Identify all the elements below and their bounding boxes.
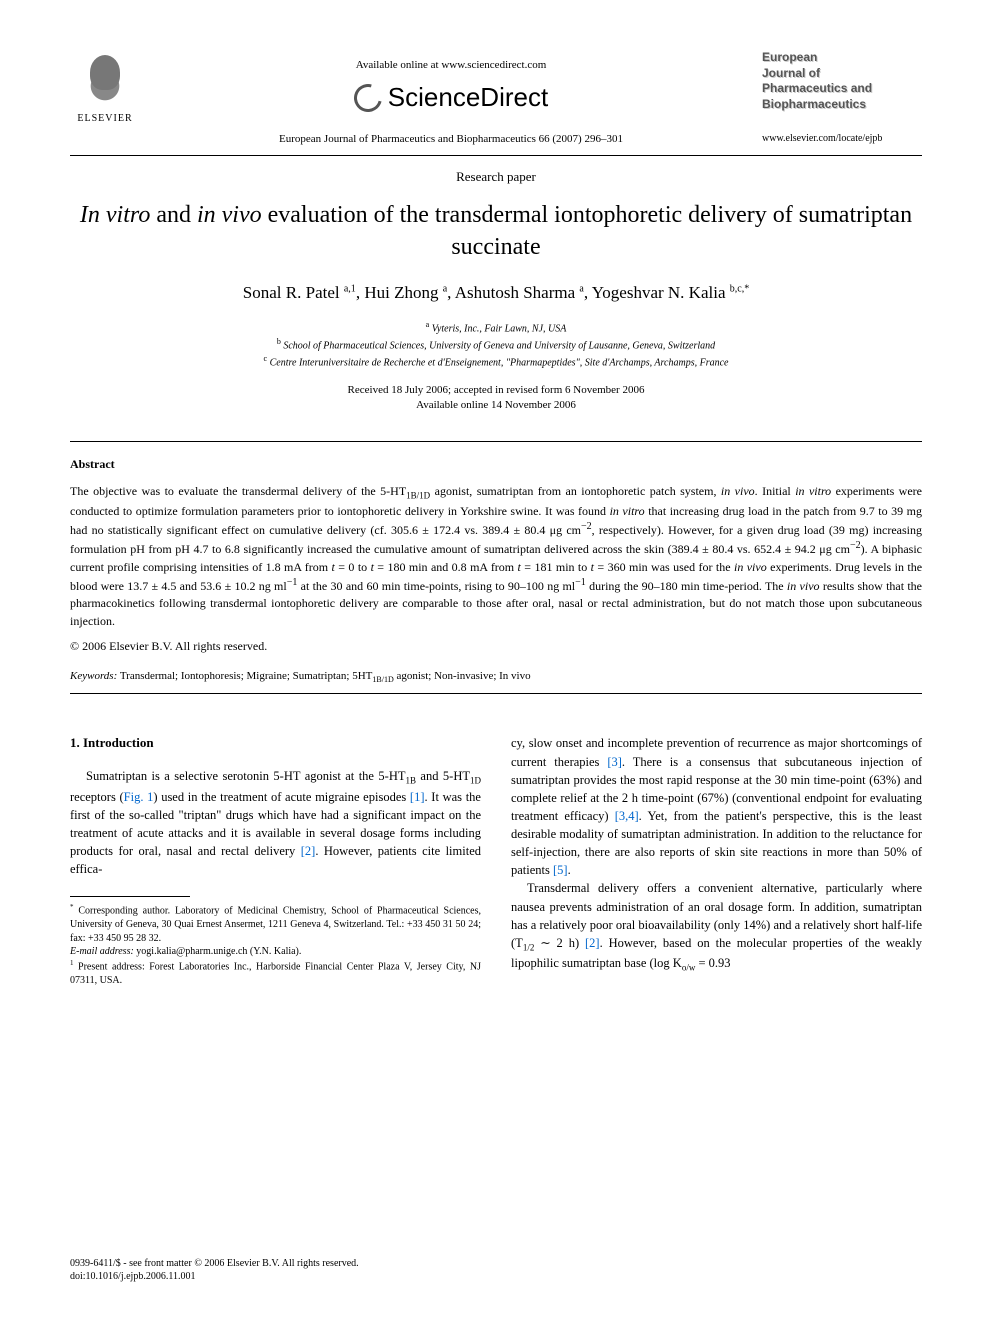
footer-line-2: doi:10.1016/j.ejpb.2006.11.001 (70, 1270, 359, 1283)
sciencedirect-swirl-icon (349, 78, 387, 116)
footnote-email: E-mail address: yogi.kalia@pharm.unige.c… (70, 945, 481, 959)
footnote-corresponding: * Corresponding author. Laboratory of Me… (70, 903, 481, 945)
available-online-text: Available online at www.sciencedirect.co… (140, 58, 762, 73)
email-value: yogi.kalia@pharm.unige.ch (Y.N. Kalia). (134, 946, 302, 957)
copyright-line: © 2006 Elsevier B.V. All rights reserved… (70, 638, 922, 655)
title-italic-1: In vitro (80, 202, 150, 228)
header-rule (70, 155, 922, 156)
column-right: cy, slow onset and incomplete prevention… (511, 734, 922, 987)
intro-para-1-cont: cy, slow onset and incomplete prevention… (511, 734, 922, 879)
affiliation: a Vyteris, Inc., Fair Lawn, NJ, USA (70, 319, 922, 336)
sciencedirect-text: ScienceDirect (388, 79, 548, 115)
keywords-label: Keywords: (70, 670, 117, 682)
intro-para-2: Transdermal delivery offers a convenient… (511, 879, 922, 974)
keywords-list: Transdermal; Iontophoresis; Migraine; Su… (117, 670, 530, 682)
journal-title-line: Biopharmaceutics (762, 97, 922, 113)
abstract-body: The objective was to evaluate the transd… (70, 483, 922, 630)
affiliations: a Vyteris, Inc., Fair Lawn, NJ, USA b Sc… (70, 319, 922, 371)
authors: Sonal R. Patel a,1, Hui Zhong a, Ashutos… (70, 281, 922, 305)
journal-url: www.elsevier.com/locate/ejpb (762, 132, 922, 146)
column-left: 1. Introduction Sumatriptan is a selecti… (70, 734, 481, 987)
keywords: Keywords: Transdermal; Iontophoresis; Mi… (70, 669, 922, 685)
journal-title-line: Journal of (762, 66, 922, 82)
page-header: ELSEVIER Available online at www.science… (70, 50, 922, 147)
title-italic-2: in vivo (197, 202, 262, 228)
journal-title-line: European (762, 50, 922, 66)
elsevier-logo: ELSEVIER (70, 50, 140, 126)
footer-line-1: 0939-6411/$ - see front matter © 2006 El… (70, 1257, 359, 1270)
journal-reference: European Journal of Pharmaceutics and Bi… (140, 132, 762, 147)
affiliation: b School of Pharmaceutical Sciences, Uni… (70, 336, 922, 353)
elsevier-name: ELSEVIER (70, 112, 140, 126)
abstract-bottom-rule (70, 693, 922, 694)
right-header: European Journal of Pharmaceutics and Bi… (762, 50, 922, 146)
available-date: Available online 14 November 2006 (70, 398, 922, 413)
paper-type: Research paper (70, 168, 922, 186)
section-heading-intro: 1. Introduction (70, 734, 481, 753)
title-mid: and (150, 202, 197, 228)
footnote-present-address: 1 Present address: Forest Laboratories I… (70, 959, 481, 987)
journal-title-box: European Journal of Pharmaceutics and Bi… (762, 50, 922, 112)
intro-para-1: Sumatriptan is a selective serotonin 5-H… (70, 767, 481, 878)
page-footer: 0939-6411/$ - see front matter © 2006 El… (70, 1257, 359, 1283)
sciencedirect-logo: ScienceDirect (354, 79, 548, 115)
center-header: Available online at www.sciencedirect.co… (140, 50, 762, 147)
abstract-top-rule (70, 441, 922, 442)
footnote-separator (70, 896, 190, 897)
email-label: E-mail address: (70, 946, 134, 957)
footnotes: * Corresponding author. Laboratory of Me… (70, 903, 481, 987)
affiliation: c Centre Interuniversitaire de Recherche… (70, 353, 922, 370)
elsevier-tree-icon (75, 50, 135, 110)
received-date: Received 18 July 2006; accepted in revis… (70, 383, 922, 398)
abstract-heading: Abstract (70, 456, 922, 473)
title-rest: evaluation of the transdermal iontophore… (262, 202, 912, 259)
paper-title: In vitro and in vivo evaluation of the t… (70, 200, 922, 262)
journal-title-line: Pharmaceutics and (762, 81, 922, 97)
dates: Received 18 July 2006; accepted in revis… (70, 383, 922, 414)
body-columns: 1. Introduction Sumatriptan is a selecti… (70, 734, 922, 987)
